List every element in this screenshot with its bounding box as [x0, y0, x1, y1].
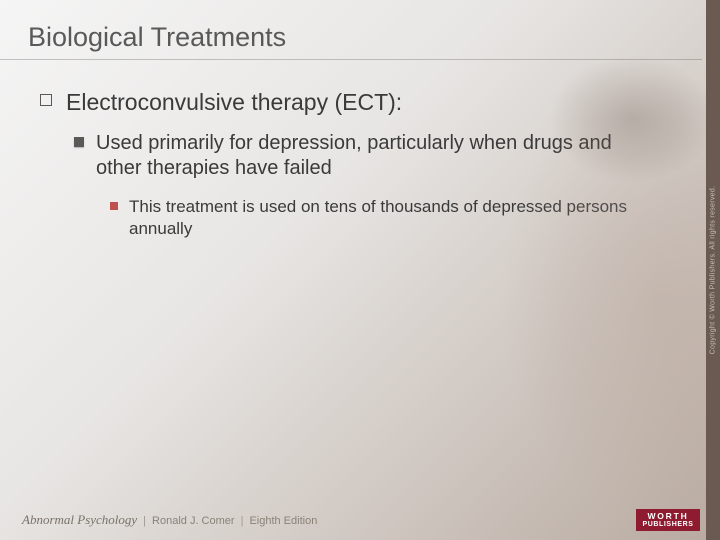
footer-edition: Eighth Edition	[249, 515, 317, 527]
bullet-level-1-text: Electroconvulsive therapy (ECT):	[66, 88, 402, 117]
footer-author: Ronald J. Comer	[152, 515, 235, 527]
slide-title: Biological Treatments	[0, 0, 720, 59]
copyright-strip: Copyright © Worth Publishers. All rights…	[706, 0, 720, 540]
hollow-square-bullet-icon	[40, 94, 52, 106]
slide-container: Copyright © Worth Publishers. All rights…	[0, 0, 720, 540]
bullet-level-2: Used primarily for depression, particula…	[74, 131, 680, 182]
publisher-logo-line2: PUBLISHERS	[642, 521, 693, 528]
publisher-logo-line1: WORTH	[647, 512, 688, 521]
bullet-level-2-text: Used primarily for depression, particula…	[96, 131, 656, 182]
bullet-level-1: Electroconvulsive therapy (ECT):	[40, 88, 680, 117]
footer-separator: |	[241, 515, 244, 527]
bullet-level-3: This treatment is used on tens of thousa…	[110, 196, 680, 240]
filled-square-bullet-icon	[74, 137, 84, 147]
copyright-text: Copyright © Worth Publishers. All rights…	[710, 186, 717, 355]
bullet-level-3-text: This treatment is used on tens of thousa…	[129, 196, 649, 240]
footer-book-title: Abnormal Psychology	[22, 512, 137, 528]
slide-content: Electroconvulsive therapy (ECT): Used pr…	[0, 60, 720, 240]
footer-separator: |	[143, 515, 146, 527]
footer-citation: Abnormal Psychology | Ronald J. Comer | …	[22, 512, 317, 528]
publisher-logo: WORTH PUBLISHERS	[636, 509, 700, 531]
small-red-square-bullet-icon	[110, 202, 118, 210]
slide-footer: Abnormal Psychology | Ronald J. Comer | …	[0, 506, 720, 540]
